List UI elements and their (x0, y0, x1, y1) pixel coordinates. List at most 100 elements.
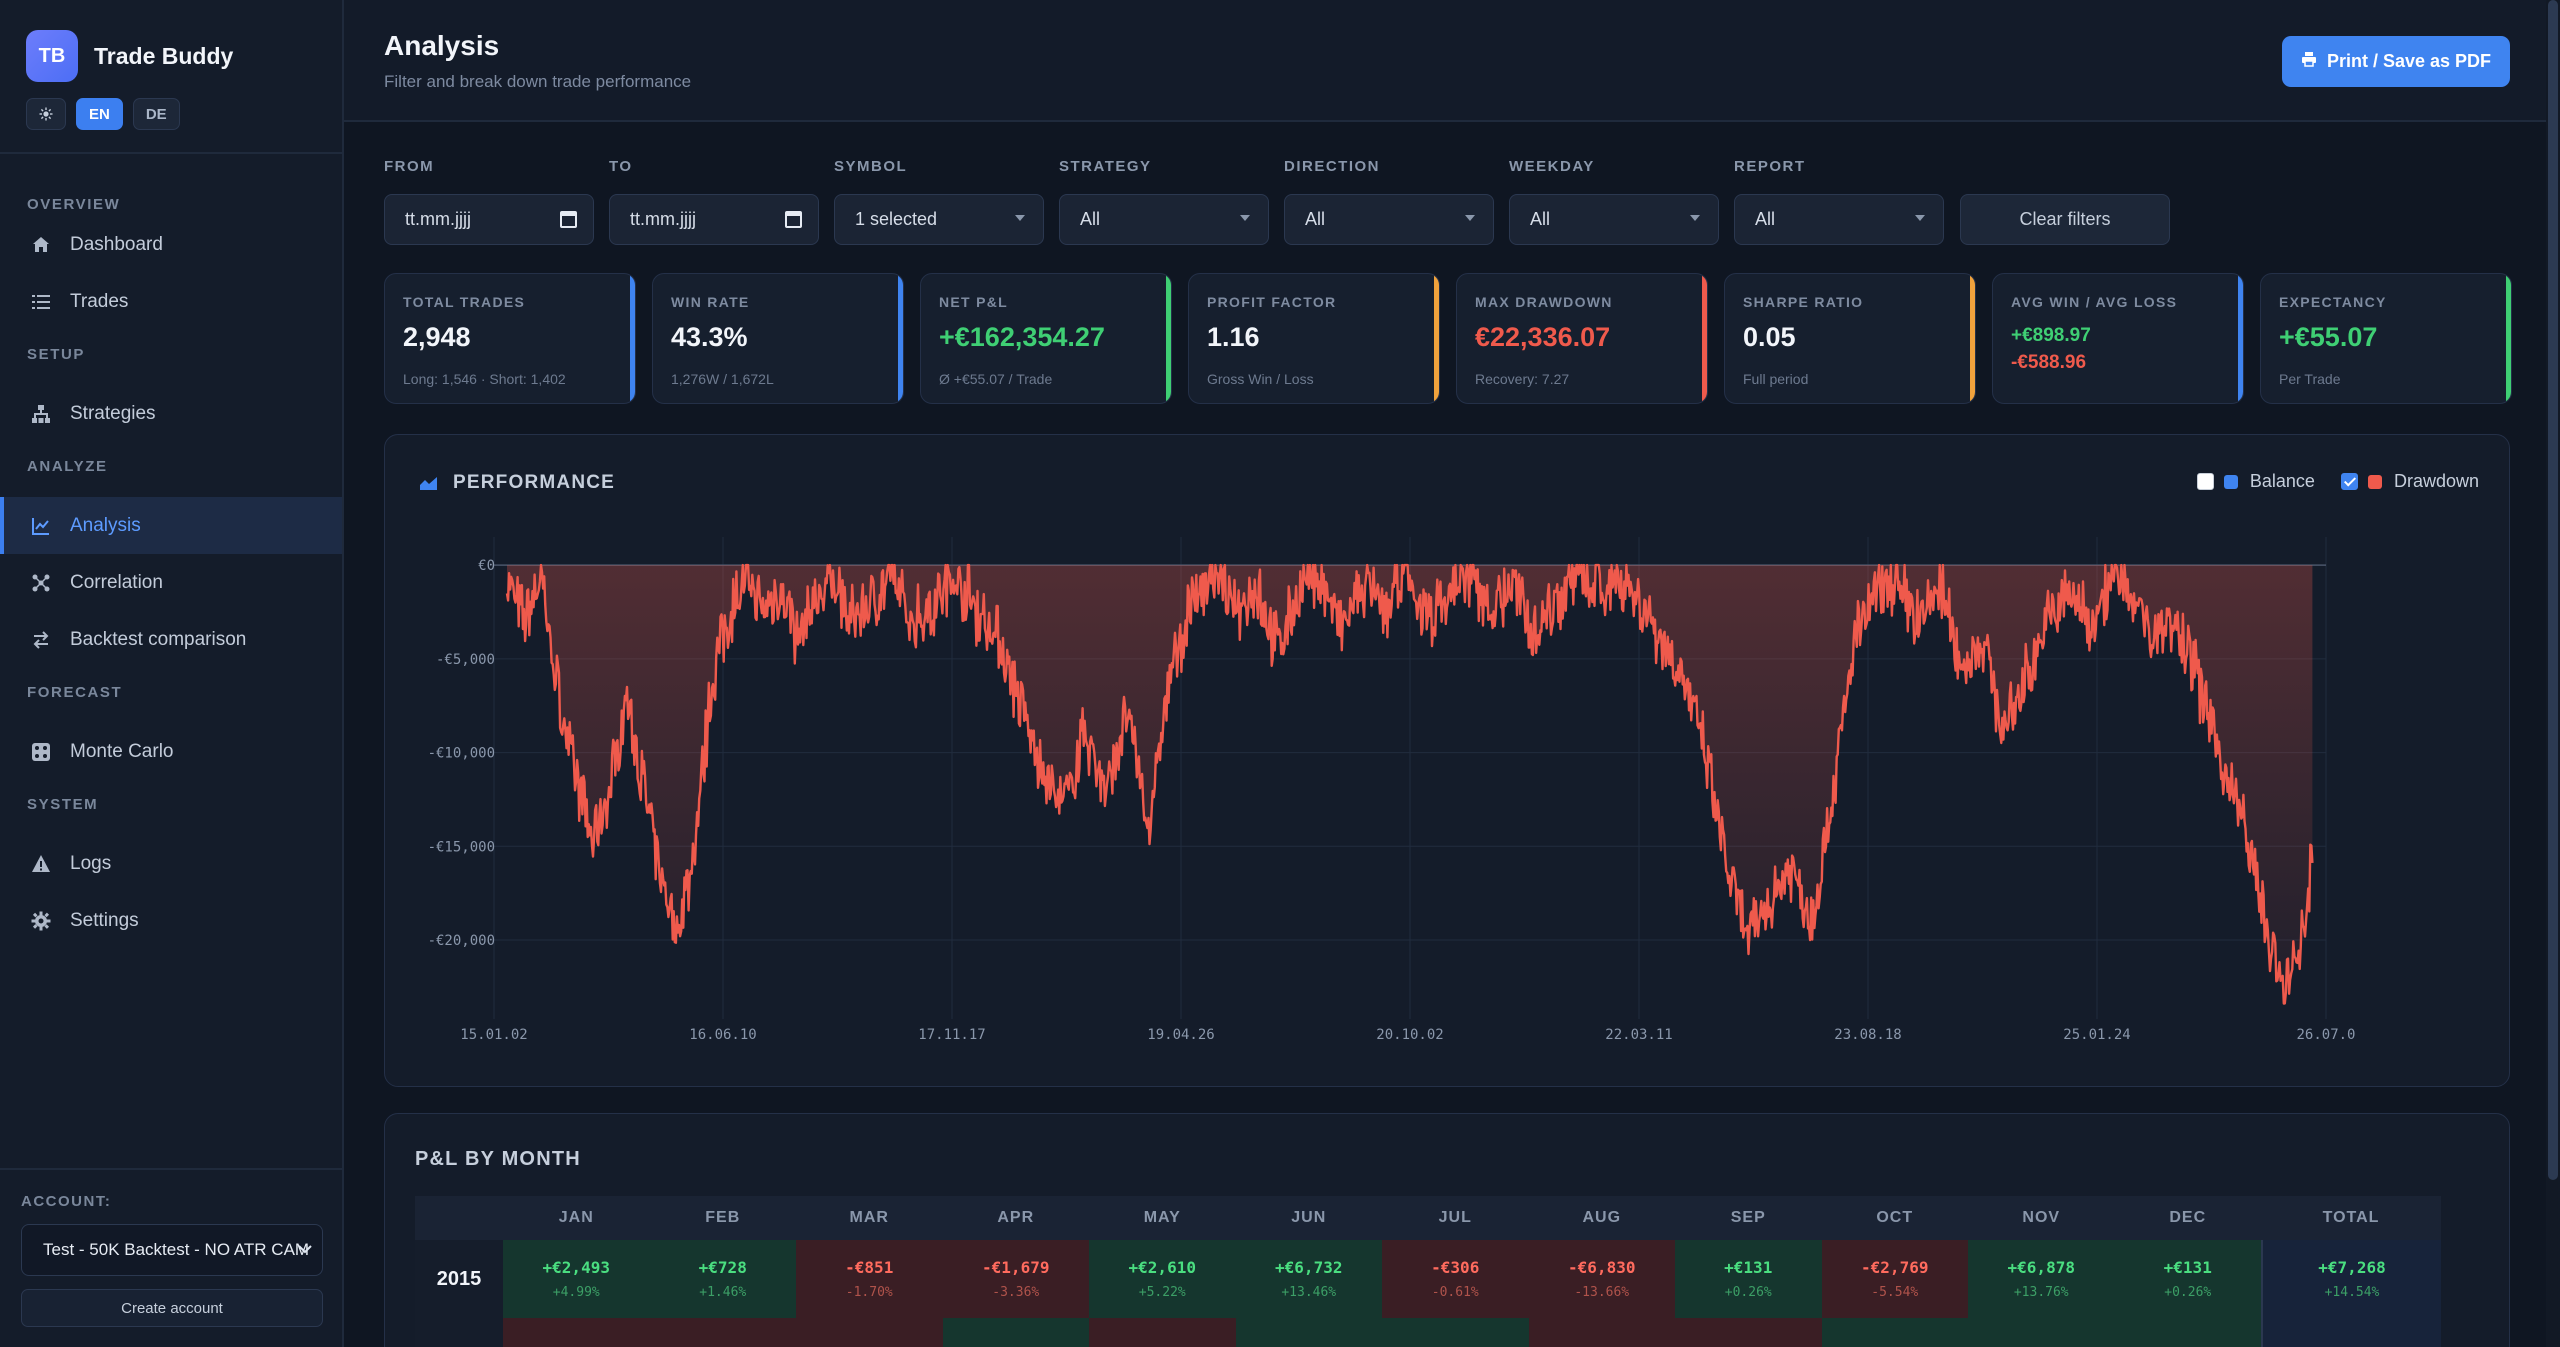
page-header: Analysis Filter and break down trade per… (344, 0, 2560, 122)
cell-percent: +13.76% (2013, 1285, 2069, 1300)
sidebar-item-trades[interactable]: Trades (0, 273, 342, 330)
calendar-icon[interactable] (785, 211, 802, 228)
to-date-input[interactable]: tt.mm.jjjj (609, 194, 819, 245)
y-tick-label: -€10,000 (428, 746, 495, 762)
filter-label: SYMBOL (834, 158, 908, 175)
kpi-sub: 1,276W / 1,672L (671, 371, 774, 387)
sidebar-item-label: Logs (70, 852, 112, 874)
kpi-label: NET P&L (939, 294, 1008, 310)
month-cell: -€8,849 (649, 1318, 796, 1347)
page-subtitle: Filter and break down trade performance (384, 72, 692, 91)
month-cell: +€2,070 (1968, 1318, 2115, 1347)
kpi-sub: Per Trade (2279, 371, 2341, 387)
kpi-sharpe-ratio: SHARPE RATIO 0.05 Full period (1724, 273, 1976, 404)
filter-report: REPORT All (1734, 158, 1944, 245)
x-tick-label: 22.03.11 (1605, 1027, 1672, 1043)
scrollbar[interactable] (2546, 0, 2560, 1347)
warning-icon (30, 853, 52, 875)
total-cell: +€8,493 (2261, 1318, 2441, 1347)
column-header: JUN (1235, 1196, 1382, 1240)
nav-section-forecast: FORECAST (27, 684, 123, 701)
divider (0, 1168, 342, 1170)
cell-percent: -3.36% (992, 1285, 1040, 1300)
swap-icon (30, 629, 52, 651)
sun-icon (39, 107, 53, 121)
month-cell: +€2,493 +4.99% (503, 1240, 650, 1318)
caret-down-icon (1915, 215, 1925, 221)
weekday-select[interactable]: All (1509, 194, 1719, 245)
x-tick-label: 19.04.26 (1147, 1027, 1214, 1043)
date-input-value: tt.mm.jjjj (405, 209, 471, 229)
clear-filters-button[interactable]: Clear filters (1960, 194, 2170, 245)
kpi-sub: Gross Win / Loss (1207, 371, 1314, 387)
monthly-pnl-panel: P&L BY MONTH JAN FEB MAR APR MAY JUN JUL AUG SEP… (384, 1113, 2510, 1347)
kpi-label: WIN RATE (671, 294, 750, 310)
page-title: Analysis (384, 30, 500, 61)
report-select[interactable]: All (1734, 194, 1944, 245)
brand[interactable]: TB Trade Buddy (26, 30, 233, 82)
symbol-select[interactable]: 1 selected (834, 194, 1044, 245)
sidebar-item-correlation[interactable]: Correlation (0, 554, 342, 611)
month-cell: +€131 +0.26% (2114, 1240, 2261, 1318)
caret-down-icon (1240, 215, 1250, 221)
month-cell: +€6,209 (1382, 1318, 1529, 1347)
correlation-icon (30, 572, 52, 594)
performance-title: PERFORMANCE (453, 472, 616, 493)
month-cell: -€851 -1.70% (796, 1240, 943, 1318)
sidebar-item-monte-carlo[interactable]: Monte Carlo (0, 723, 342, 780)
select-value: All (1755, 209, 1776, 229)
legend-drawdown[interactable]: Drawdown (2340, 471, 2479, 492)
cell-percent: +4.99% (552, 1285, 600, 1300)
sidebar-item-logs[interactable]: Logs (0, 835, 342, 892)
column-header: DEC (2114, 1196, 2261, 1240)
kpi-accent (2506, 274, 2511, 403)
print-button[interactable]: Print / Save as PDF (2282, 36, 2510, 87)
lang-de-button[interactable]: DE (132, 98, 180, 130)
sidebar: TB Trade Buddy EN DE OVERVIEW Dashboard … (0, 0, 344, 1347)
sidebar-item-label: Trades (70, 290, 129, 312)
drawdown-checkbox[interactable] (2340, 473, 2358, 490)
kpi-value: +€162,354.27 (939, 322, 1105, 352)
caret-down-icon (1015, 215, 1025, 221)
sidebar-item-label: Strategies (70, 402, 156, 424)
sidebar-item-strategies[interactable]: Strategies (0, 385, 342, 442)
sidebar-nav: OVERVIEW Dashboard Trades SETUP Strategi… (0, 180, 342, 949)
kpi-label: MAX DRAWDOWN (1475, 294, 1613, 310)
balance-checkbox[interactable] (2196, 473, 2214, 490)
cell-value: +€2,610 (1128, 1258, 1196, 1277)
list-icon (30, 291, 52, 313)
cell-value: +€131 (1724, 1258, 1773, 1277)
avg-win-value: +€898.97 (2011, 325, 2091, 346)
year-cell (415, 1318, 503, 1347)
sidebar-item-settings[interactable]: Settings (0, 892, 342, 949)
x-tick-label: 25.01.24 (2063, 1027, 2130, 1043)
account-select[interactable]: Test - 50K Backtest - NO ATR CAM (21, 1224, 323, 1276)
calendar-icon[interactable] (560, 211, 577, 228)
sidebar-item-label: Correlation (70, 571, 163, 593)
column-header (415, 1196, 503, 1240)
hierarchy-icon (30, 403, 52, 425)
strategy-select[interactable]: All (1059, 194, 1269, 245)
divider (0, 152, 342, 154)
sidebar-item-backtest-comparison[interactable]: Backtest comparison (0, 611, 342, 668)
cell-percent: +5.22% (1138, 1285, 1186, 1300)
kpi-net-pnl: NET P&L +€162,354.27 Ø +€55.07 / Trade (920, 273, 1172, 404)
scrollbar-thumb[interactable] (2548, 0, 2558, 1180)
direction-select[interactable]: All (1284, 194, 1494, 245)
kpi-value: 2,948 (403, 322, 471, 352)
sidebar-item-dashboard[interactable]: Dashboard (0, 216, 342, 273)
month-cell: +€4,151 (1235, 1318, 1382, 1347)
lang-en-button[interactable]: EN (76, 98, 123, 130)
create-account-button[interactable]: Create account (21, 1289, 323, 1327)
kpi-sub: Ø +€55.07 / Trade (939, 371, 1053, 387)
sidebar-item-analysis[interactable]: Analysis (0, 497, 342, 554)
legend-balance[interactable]: Balance (2196, 471, 2315, 492)
from-date-input[interactable]: tt.mm.jjjj (384, 194, 594, 245)
filter-to: TO tt.mm.jjjj (609, 158, 819, 245)
cell-value: +€2,493 (542, 1258, 610, 1277)
theme-toggle-button[interactable] (26, 98, 66, 130)
cell-value: -€6,830 (1568, 1258, 1636, 1277)
avg-loss-value: -€588.96 (2011, 352, 2087, 373)
filter-label: WEEKDAY (1509, 158, 1595, 175)
month-cell: +€487 (2114, 1318, 2261, 1347)
